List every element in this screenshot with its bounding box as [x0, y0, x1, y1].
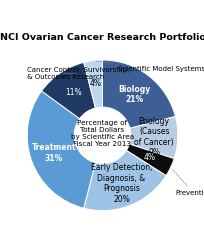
Title: NCI Ovarian Cancer Research Portfolio: NCI Ovarian Cancer Research Portfolio — [0, 33, 204, 42]
Wedge shape — [102, 60, 175, 128]
Wedge shape — [83, 60, 102, 108]
Text: Biology
21%: Biology 21% — [118, 85, 150, 104]
Text: 11%: 11% — [65, 88, 81, 97]
Text: Percentage of
Total Dollars
by Scientific Area
Fiscal Year 2013: Percentage of Total Dollars by Scientifi… — [71, 120, 133, 147]
Wedge shape — [129, 117, 177, 159]
Text: Early Detection,
Diagnosis, &
Prognosis
20%: Early Detection, Diagnosis, & Prognosis … — [90, 163, 152, 203]
Text: Prevention: Prevention — [172, 169, 204, 197]
Wedge shape — [83, 151, 165, 211]
Wedge shape — [27, 91, 95, 208]
Text: 4%: 4% — [90, 79, 102, 89]
Text: 4%: 4% — [143, 153, 155, 162]
Text: Cancer Control, Survivorship,
& Outcomes Research: Cancer Control, Survivorship, & Outcomes… — [27, 67, 129, 80]
Text: Scientific Model Systems: Scientific Model Systems — [95, 61, 204, 72]
Wedge shape — [126, 144, 173, 176]
Wedge shape — [41, 62, 95, 119]
Text: Etiology
(Causes
of Cancer)
9%: Etiology (Causes of Cancer) 9% — [134, 117, 173, 157]
Text: Treatment
31%: Treatment 31% — [31, 143, 76, 163]
